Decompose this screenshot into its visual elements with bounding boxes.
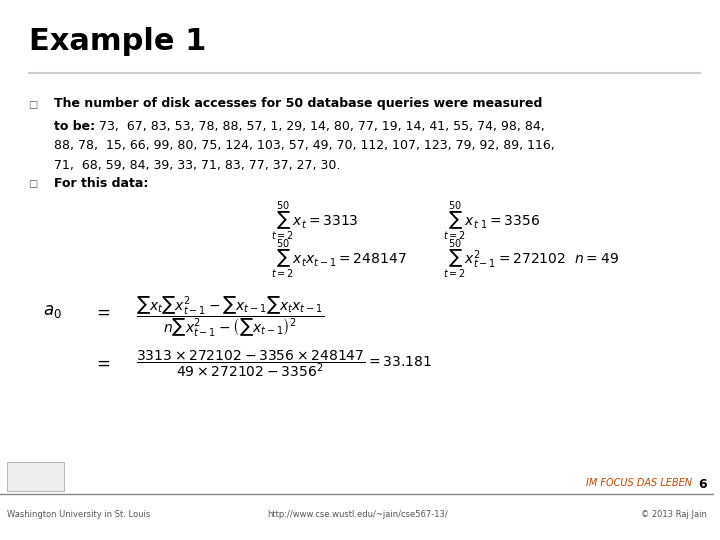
Text: $\sum_{t=2}^{50} x_{t-1}^2 = 272102\ \ n = 49$: $\sum_{t=2}^{50} x_{t-1}^2 = 272102\ \ n… xyxy=(443,238,619,281)
Text: $\dfrac{\sum x_t \sum x_{t-1}^2 - \sum x_{t-1} \sum x_t x_{t-1}}{n \sum x_{t-1}^: $\dfrac{\sum x_t \sum x_{t-1}^2 - \sum x… xyxy=(136,294,324,339)
Text: 6: 6 xyxy=(698,478,707,491)
Text: $\sum_{t=2}^{50} x_t x_{t-1} = 248147$: $\sum_{t=2}^{50} x_t x_{t-1} = 248147$ xyxy=(271,238,407,281)
Text: Washington University in St. Louis: Washington University in St. Louis xyxy=(7,510,150,519)
Text: $a_0$: $a_0$ xyxy=(43,302,62,320)
Text: IM FOCUS DAS LEBEN: IM FOCUS DAS LEBEN xyxy=(586,478,692,488)
Text: □: □ xyxy=(29,179,38,190)
Text: © 2013 Raj Jain: © 2013 Raj Jain xyxy=(642,510,707,519)
Text: http://www.cse.wustl.edu/~jain/cse567-13/: http://www.cse.wustl.edu/~jain/cse567-13… xyxy=(267,510,448,519)
Bar xyxy=(7,462,64,491)
Text: to be:: to be: xyxy=(53,120,95,133)
Text: $\sum_{t=2}^{50} x_{t\ 1} = 3356$: $\sum_{t=2}^{50} x_{t\ 1} = 3356$ xyxy=(443,200,540,243)
Text: $\sum_{t=2}^{50} x_t = 3313$: $\sum_{t=2}^{50} x_t = 3313$ xyxy=(271,200,359,243)
Text: $\dfrac{3313 \times 272102 - 3356 \times 248147}{49 \times 272102 - 3356^2} = 33: $\dfrac{3313 \times 272102 - 3356 \times… xyxy=(136,348,431,379)
Text: For this data:: For this data: xyxy=(53,177,148,190)
Text: $=$: $=$ xyxy=(93,354,110,372)
Text: 88, 78,  15, 66, 99, 80, 75, 124, 103, 57, 49, 70, 112, 107, 123, 79, 92, 89, 11: 88, 78, 15, 66, 99, 80, 75, 124, 103, 57… xyxy=(53,139,554,152)
Text: 71,  68, 59, 84, 39, 33, 71, 83, 77, 37, 27, 30.: 71, 68, 59, 84, 39, 33, 71, 83, 77, 37, … xyxy=(53,159,340,172)
Text: Example 1: Example 1 xyxy=(29,27,206,56)
Text: □: □ xyxy=(29,100,38,110)
Text: The number of disk accesses for 50 database queries were measured: The number of disk accesses for 50 datab… xyxy=(53,97,542,110)
Text: 73,  67, 83, 53, 78, 88, 57, 1, 29, 14, 80, 77, 19, 14, 41, 55, 74, 98, 84,: 73, 67, 83, 53, 78, 88, 57, 1, 29, 14, 8… xyxy=(99,120,544,133)
Text: $=$: $=$ xyxy=(93,302,110,320)
